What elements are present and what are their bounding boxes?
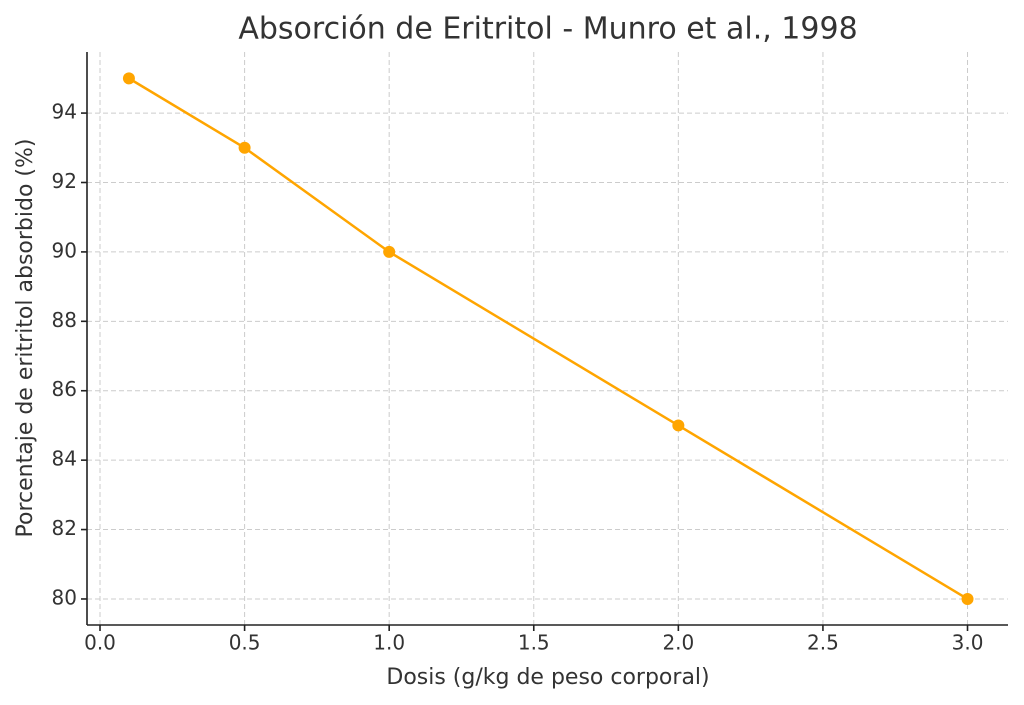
x-axis-label: Dosis (g/kg de peso corporal) xyxy=(386,665,709,690)
y-tick-label: 80 xyxy=(52,585,77,609)
line xyxy=(128,77,969,601)
x-tick-label: 2.5 xyxy=(807,631,839,655)
y-tick-label: 82 xyxy=(52,516,77,540)
chart-title: Absorción de Eritritol - Munro et al., 1… xyxy=(238,12,857,47)
y-tick-label: 86 xyxy=(52,377,77,401)
x-tick-label: 2.0 xyxy=(662,631,694,655)
point xyxy=(672,419,685,432)
point xyxy=(122,72,135,85)
x-tick-label: 0.0 xyxy=(84,631,116,655)
y-axis-label: Porcentaje de eritritol absorbido (%) xyxy=(13,139,38,538)
y-tick-label: 94 xyxy=(52,100,77,124)
point xyxy=(238,141,251,154)
point xyxy=(961,592,974,605)
point xyxy=(383,245,396,258)
x-tick-label: 3.0 xyxy=(952,631,984,655)
y-tick-label: 84 xyxy=(52,447,77,471)
y-tick-label: 90 xyxy=(52,238,77,262)
y-tick-label: 88 xyxy=(52,308,77,332)
x-tick-label: 1.0 xyxy=(373,631,405,655)
y-tick-label: 92 xyxy=(52,169,77,193)
x-tick-label: 0.5 xyxy=(229,631,261,655)
x-tick-label: 1.5 xyxy=(518,631,550,655)
